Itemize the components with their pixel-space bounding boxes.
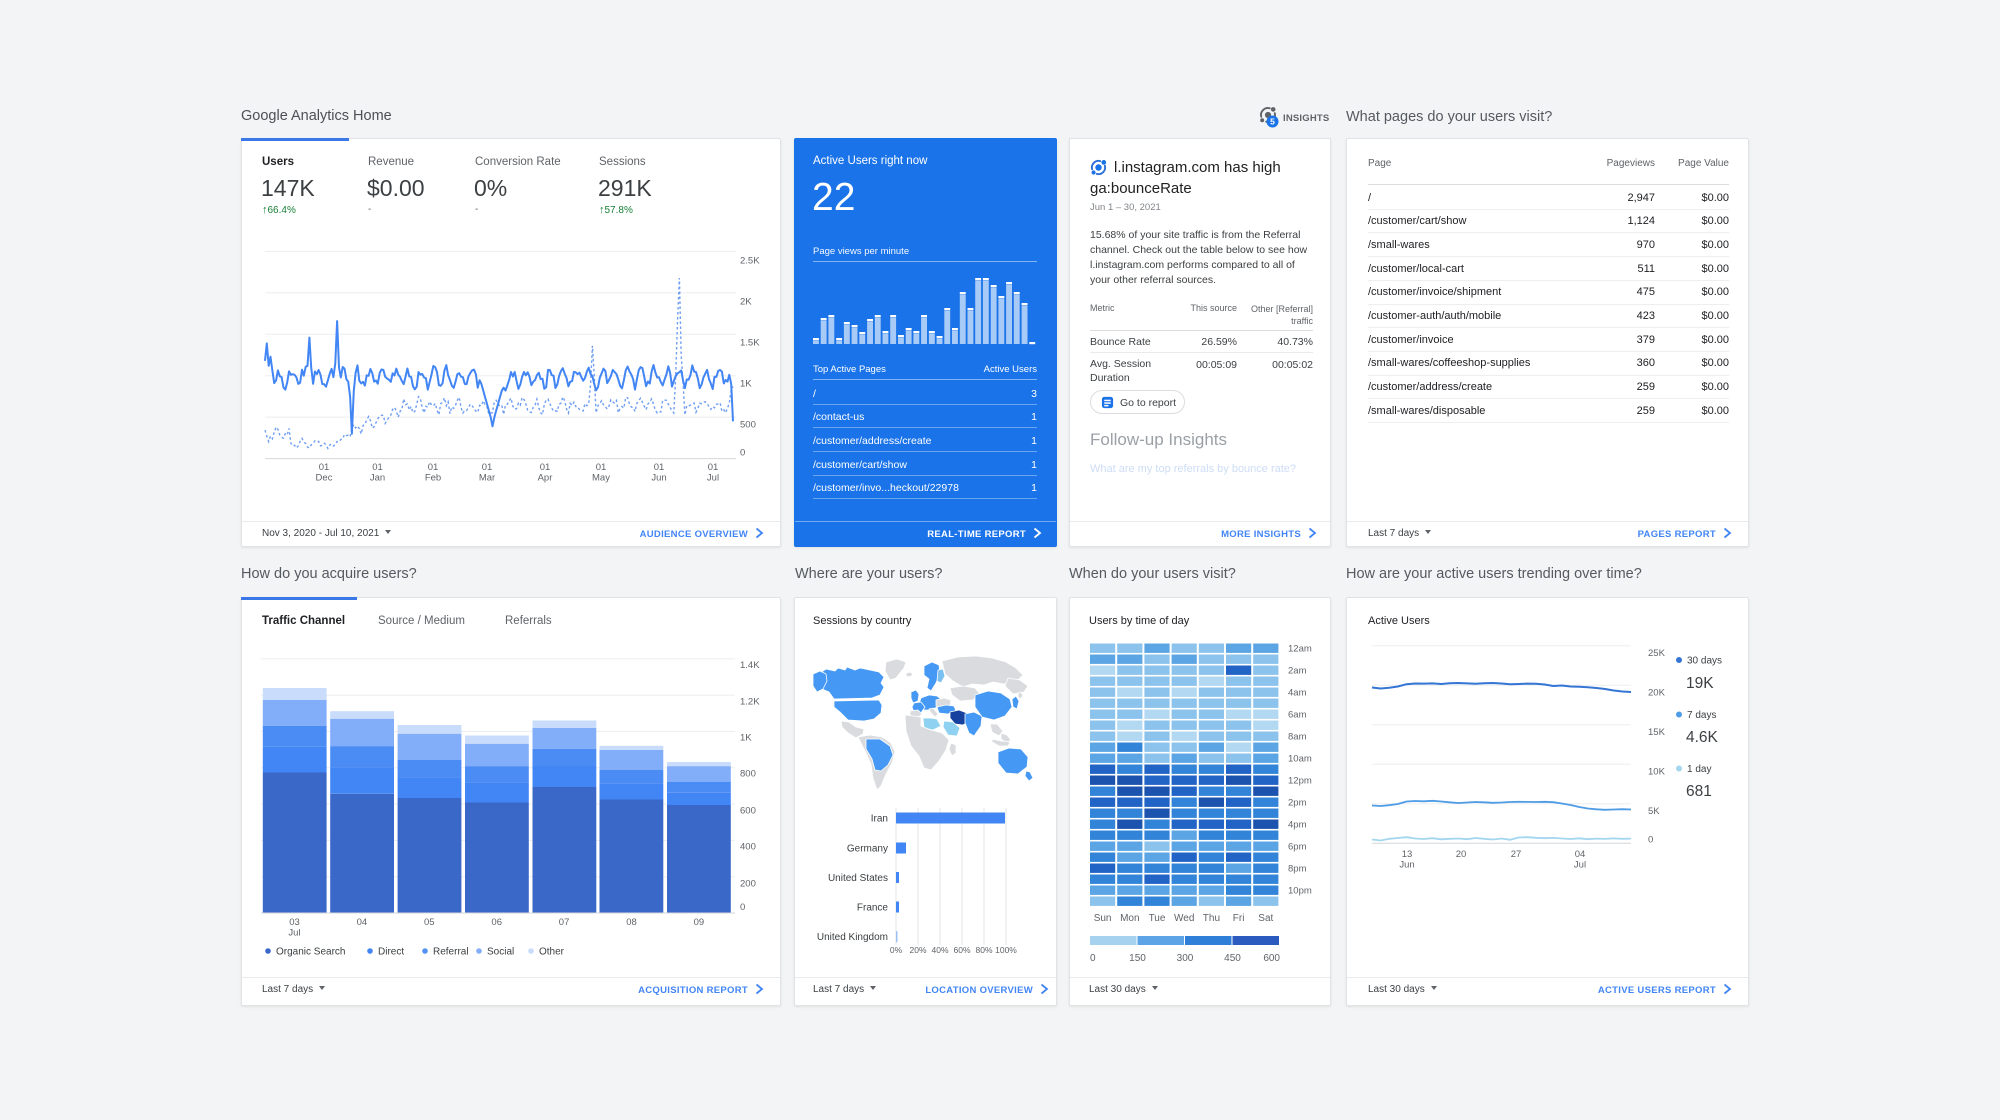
svg-text:27: 27	[1511, 849, 1522, 860]
svg-text:Jun: Jun	[1399, 860, 1414, 871]
svg-text:06: 06	[491, 917, 502, 928]
svg-text:Apr: Apr	[538, 473, 553, 484]
svg-text:600: 600	[1263, 953, 1280, 964]
svg-text:800: 800	[740, 769, 756, 780]
svg-text:Thu: Thu	[1203, 913, 1220, 924]
svg-text:04: 04	[1575, 849, 1586, 860]
svg-text:01: 01	[319, 462, 330, 473]
svg-text:5K: 5K	[1648, 806, 1660, 817]
svg-text:12pm: 12pm	[1288, 776, 1312, 787]
svg-text:19K: 19K	[1686, 675, 1714, 692]
svg-text:Referral: Referral	[433, 947, 469, 958]
svg-text:Organic Search: Organic Search	[276, 947, 345, 958]
svg-text:8pm: 8pm	[1288, 864, 1307, 875]
svg-text:Jul: Jul	[707, 473, 719, 484]
svg-text:01: 01	[372, 462, 383, 473]
svg-text:1K: 1K	[740, 379, 752, 390]
svg-text:Mar: Mar	[479, 473, 495, 484]
svg-text:600: 600	[740, 806, 756, 817]
svg-text:30 days: 30 days	[1687, 656, 1722, 667]
svg-text:01: 01	[654, 462, 665, 473]
svg-text:20K: 20K	[1648, 687, 1666, 698]
svg-text:10pm: 10pm	[1288, 886, 1312, 897]
svg-text:13: 13	[1402, 849, 1413, 860]
svg-text:1.5K: 1.5K	[740, 338, 760, 349]
svg-text:7 days: 7 days	[1687, 710, 1716, 721]
svg-text:2pm: 2pm	[1288, 798, 1307, 809]
svg-text:2.5K: 2.5K	[740, 256, 760, 267]
svg-text:United Kingdom: United Kingdom	[817, 932, 888, 943]
svg-text:300: 300	[1177, 953, 1194, 964]
svg-text:1 day: 1 day	[1687, 764, 1711, 775]
svg-text:03: 03	[289, 917, 300, 928]
svg-text:09: 09	[694, 917, 705, 928]
svg-text:Sat: Sat	[1258, 913, 1273, 924]
svg-text:Germany: Germany	[847, 844, 888, 855]
svg-text:80%: 80%	[975, 945, 992, 955]
svg-text:07: 07	[559, 917, 570, 928]
svg-text:Wed: Wed	[1174, 913, 1194, 924]
svg-text:400: 400	[740, 842, 756, 853]
svg-text:0: 0	[740, 902, 745, 913]
svg-text:6pm: 6pm	[1288, 842, 1307, 853]
svg-text:0: 0	[1648, 834, 1653, 845]
svg-text:200: 200	[740, 879, 756, 890]
svg-text:4am: 4am	[1288, 688, 1307, 699]
svg-text:6am: 6am	[1288, 710, 1307, 721]
svg-text:20%: 20%	[909, 945, 926, 955]
svg-text:150: 150	[1129, 953, 1146, 964]
svg-text:France: France	[857, 903, 889, 914]
svg-text:15K: 15K	[1648, 727, 1666, 738]
svg-text:681: 681	[1686, 783, 1712, 800]
svg-text:10am: 10am	[1288, 754, 1312, 765]
svg-text:0: 0	[740, 448, 745, 459]
svg-text:4.6K: 4.6K	[1686, 729, 1719, 746]
svg-text:Dec: Dec	[316, 473, 333, 484]
svg-text:United States: United States	[828, 873, 888, 884]
svg-text:20: 20	[1456, 849, 1467, 860]
svg-text:Direct: Direct	[378, 947, 404, 958]
svg-text:05: 05	[424, 917, 435, 928]
svg-text:Jul: Jul	[288, 928, 300, 939]
svg-text:100%: 100%	[995, 945, 1017, 955]
svg-text:08: 08	[626, 917, 637, 928]
svg-text:1.4K: 1.4K	[740, 660, 760, 671]
svg-text:12am: 12am	[1288, 644, 1312, 655]
svg-text:8am: 8am	[1288, 732, 1307, 743]
svg-text:01: 01	[428, 462, 439, 473]
svg-text:4pm: 4pm	[1288, 820, 1307, 831]
svg-text:5: 5	[1270, 117, 1275, 127]
svg-text:Jun: Jun	[651, 473, 666, 484]
svg-text:01: 01	[708, 462, 719, 473]
svg-text:450: 450	[1224, 953, 1241, 964]
svg-text:01: 01	[596, 462, 607, 473]
svg-text:0%: 0%	[890, 945, 903, 955]
svg-text:1.2K: 1.2K	[740, 697, 760, 708]
svg-text:04: 04	[357, 917, 368, 928]
svg-text:Social: Social	[487, 947, 514, 958]
svg-text:Tue: Tue	[1149, 913, 1166, 924]
svg-text:01: 01	[482, 462, 493, 473]
svg-text:01: 01	[540, 462, 551, 473]
svg-text:500: 500	[740, 420, 756, 431]
svg-text:Other: Other	[539, 947, 565, 958]
svg-text:2K: 2K	[740, 297, 752, 308]
svg-text:Iran: Iran	[871, 814, 888, 825]
svg-text:May: May	[592, 473, 610, 484]
svg-text:2am: 2am	[1288, 666, 1307, 677]
svg-text:Jul: Jul	[1574, 860, 1586, 871]
svg-text:Jan: Jan	[370, 473, 385, 484]
svg-text:Fri: Fri	[1233, 913, 1245, 924]
svg-text:40%: 40%	[931, 945, 948, 955]
svg-text:10K: 10K	[1648, 766, 1666, 777]
svg-text:25K: 25K	[1648, 648, 1666, 659]
svg-text:1K: 1K	[740, 733, 752, 744]
svg-text:Mon: Mon	[1120, 913, 1139, 924]
svg-text:Sun: Sun	[1094, 913, 1112, 924]
svg-text:0: 0	[1090, 953, 1096, 964]
svg-text:Feb: Feb	[425, 473, 441, 484]
svg-text:60%: 60%	[953, 945, 970, 955]
